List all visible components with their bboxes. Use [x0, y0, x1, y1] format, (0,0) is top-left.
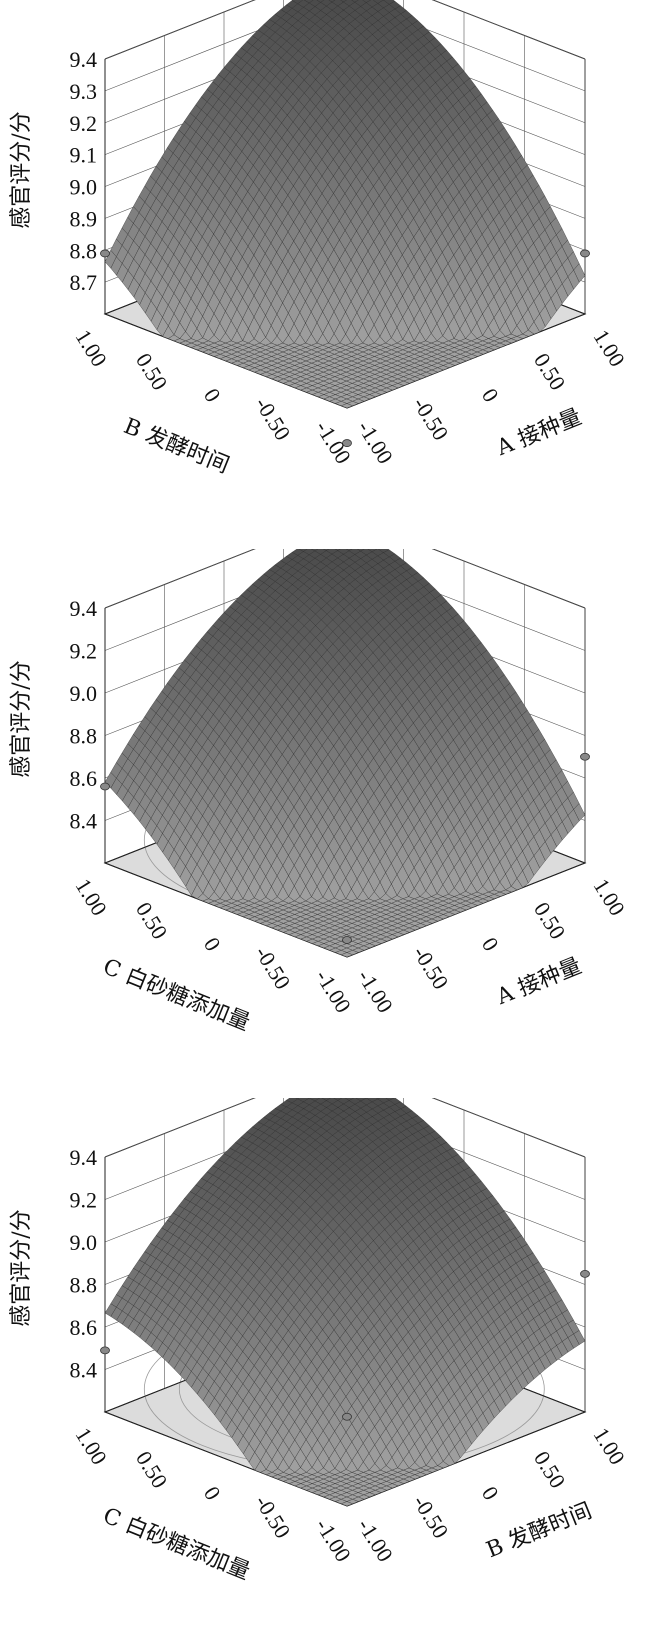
z-tick-label: 9.0	[70, 175, 98, 200]
x-tick-label: -0.50	[408, 392, 453, 444]
wall-grid-line	[104, 549, 586, 609]
y-axis-title: B 发酵时间	[120, 414, 232, 479]
y-tick-label: 1.00	[71, 325, 113, 371]
z-axis-title: 感官评分/分	[9, 660, 34, 777]
x-tick-label: 0.50	[529, 349, 571, 395]
y-tick-label: -0.50	[250, 392, 295, 444]
design-point	[342, 936, 352, 944]
surface-cell	[334, 549, 341, 551]
z-tick-label: 8.9	[70, 206, 98, 231]
surface-cell	[345, 549, 353, 552]
x-axis-title: A 接种量	[492, 954, 585, 1011]
z-tick-label: 9.4	[70, 47, 98, 72]
z-tick-label: 9.2	[70, 111, 98, 136]
surface-cell	[340, 952, 354, 958]
z-tick-label: 9.0	[70, 681, 98, 706]
z-tick-label: 8.6	[70, 766, 98, 791]
design-point	[580, 752, 590, 761]
design-point	[100, 782, 110, 791]
z-tick-label: 9.1	[70, 143, 98, 168]
x-tick-label: -1.00	[353, 965, 398, 1017]
z-tick-label: 8.8	[70, 724, 98, 749]
x-tick-label: -0.50	[408, 941, 453, 993]
design-point	[580, 249, 590, 258]
x-tick-label: 0	[477, 933, 504, 956]
surface-cell	[340, 0, 347, 3]
y-tick-label: 0	[199, 933, 226, 956]
surface-plot-2: 8.4 8.6 8.8 9.0 9.2 9.4 感官评分/分 -1.00 -0.50 0 0.50 1…	[0, 549, 649, 1097]
wall-grid-line	[104, 1098, 586, 1158]
y-tick-label: 0.50	[131, 898, 173, 944]
surface-cell	[356, 549, 365, 552]
z-tick-label: 9.3	[70, 79, 98, 104]
y-tick-label: 0.50	[131, 349, 173, 395]
x-tick-label: 1.00	[589, 874, 631, 920]
x-axis-title: A 接种量	[492, 405, 585, 462]
y-axis-title: C 白砂糖添加量	[99, 954, 253, 1036]
surface-cell	[328, 0, 336, 3]
surface-cell	[322, 549, 330, 551]
z-tick-label: 9.4	[70, 596, 98, 621]
response-surface	[104, 549, 586, 958]
surface-cell	[340, 403, 354, 409]
surface-cell	[310, 549, 319, 552]
surface-plot-3: 8.4 8.6 8.8 9.0 9.2 9.4 感官评分/分 -1.00 -0.50 0 0.50 1…	[0, 1098, 649, 1646]
response-surface	[104, 0, 586, 409]
y-tick-label: 0	[199, 384, 226, 407]
response-surface	[104, 1098, 586, 1507]
design-point	[100, 249, 110, 258]
x-tick-label: 1.00	[589, 325, 631, 371]
x-tick-label: 0	[477, 384, 504, 407]
x-tick-label: -1.00	[353, 416, 398, 468]
z-axis-title: 感官评分/分	[9, 111, 34, 228]
wall-grid-line	[104, 0, 586, 92]
y-tick-label: 1.00	[71, 874, 113, 920]
z-tick-label: 8.7	[70, 270, 98, 295]
design-point	[342, 439, 352, 447]
surface-plot-1: 8.7 8.8 8.9 9.0 9.1 9.2 9.3 9.4 感官评分/分 -1.00 -0.50…	[0, 0, 649, 548]
surface-cell	[351, 0, 359, 3]
y-tick-label: -0.50	[250, 941, 295, 993]
z-tick-label: 8.8	[70, 238, 98, 263]
y-tick-label: -1.00	[311, 965, 356, 1017]
z-tick-label: 9.2	[70, 639, 98, 664]
z-tick-label: 8.4	[70, 809, 98, 834]
x-tick-label: 0.50	[529, 898, 571, 944]
wall-grid-line	[104, 0, 586, 60]
